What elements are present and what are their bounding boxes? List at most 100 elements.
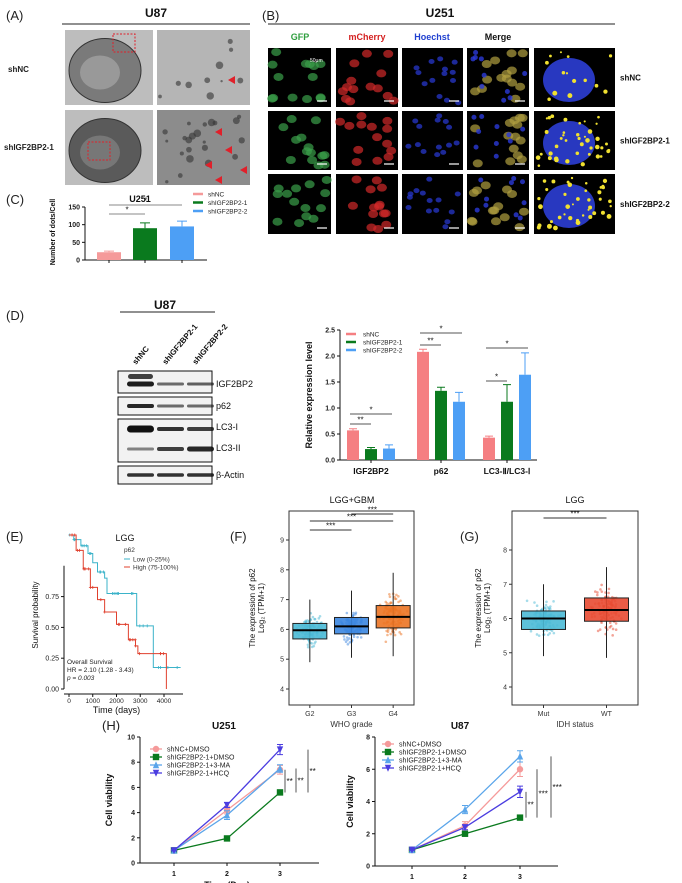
cell [361,49,372,58]
lc3-puncta [567,182,573,188]
marker-triangle-up [276,764,284,772]
lc3-puncta [546,223,552,229]
lc3-puncta [535,155,541,160]
marker-triangle-up [152,761,160,769]
cell [472,186,483,195]
cell [369,203,380,212]
autophagosome [158,94,162,99]
marker-triangle-up [384,756,392,764]
data-point [393,633,397,637]
cell [453,140,460,146]
y-tick-label: 1.0 [325,406,335,413]
cell [414,142,421,148]
lc3-puncta [609,204,612,208]
x-tick-label: 1 [410,874,414,881]
autophagosome [232,153,238,160]
cell [301,147,312,156]
y-tick-label: 0.0 [325,458,335,465]
y-tick-label: 0.75 [45,594,59,601]
nucleus [80,135,120,170]
cell [356,120,367,129]
data-point [348,637,351,640]
lc3-puncta [602,178,608,184]
cell [319,160,330,169]
x-tick-label: 1000 [86,698,101,705]
cell [441,71,448,77]
panel-a-row-label: shIGF2BP2-1 [4,143,54,152]
legend-label: shNC [208,192,225,199]
cell [440,149,447,155]
cell [271,48,282,57]
autophagosome [165,139,169,143]
chart-title: U251 [212,721,236,732]
plot-frame [511,510,639,706]
significance-label: *** [347,513,356,522]
data-point [596,629,600,633]
nucleus [520,126,526,132]
lc3-puncta [552,90,558,96]
lc3-puncta [565,72,569,75]
marker-triangle-up [516,752,524,760]
cell [296,133,307,142]
cell [433,207,440,213]
lc3-puncta [554,144,559,149]
lc3-puncta [562,131,566,134]
significance-label: *** [326,522,335,531]
autophagosome [179,151,184,156]
lc3-puncta [568,215,573,221]
scale-bar-label: 50μm [310,58,323,64]
data-point [311,615,315,619]
autophagosome [215,61,224,70]
autophagosome [162,129,168,135]
cell [441,66,448,72]
band-label: LC3-I [216,422,238,432]
cell [351,175,362,184]
cell [504,118,515,127]
cell [282,189,293,198]
data-point [384,600,388,604]
cell [304,60,315,69]
nucleus [473,144,479,150]
legend-label: Low (0-25%) [133,557,170,564]
panel-a-row-label: shNC [8,65,29,74]
y-tick-label: 4 [366,799,370,806]
lc3-puncta [607,148,611,152]
autophagosome [232,117,240,125]
marker-square [461,830,469,837]
cell [416,123,423,129]
cell [351,157,362,166]
cell [425,208,432,214]
x-tick-label: 4000 [157,698,172,705]
lc3-puncta [563,117,568,122]
significance-label: *** [570,510,579,519]
lc3-puncta [566,55,570,59]
lc3-puncta [600,210,605,215]
micrograph [402,111,463,170]
marker-circle [384,740,392,748]
autophagosome [186,146,192,153]
cell [517,49,528,58]
legend-label: shIGF2BP2-1 [363,340,403,347]
marker-triangle-down [276,746,284,754]
chart-title: LGG [115,533,134,543]
lc3-puncta [587,198,591,202]
nucleus [520,179,526,185]
y-tick-label: 10 [127,735,135,742]
censor-mark [70,533,74,537]
cell [287,93,298,102]
lc3-puncta [578,121,582,125]
protein-band [127,381,154,387]
data-point [546,606,549,609]
western-blot: shNC shIGF2BP2-1shIGF2BP2-2IGF2BP2p62LC3-… [117,322,253,485]
chart-title: U87 [451,721,470,732]
lc3-puncta [576,197,580,201]
panel-b-row-label: shNC [620,74,641,83]
data-point [544,603,548,607]
cell [443,97,450,103]
significance-label: * [505,340,508,349]
legend-label: shNC+DMSO [399,742,442,749]
bar [347,430,359,460]
cell [382,139,393,148]
arrowhead-icon [215,128,222,136]
cell [449,69,456,75]
